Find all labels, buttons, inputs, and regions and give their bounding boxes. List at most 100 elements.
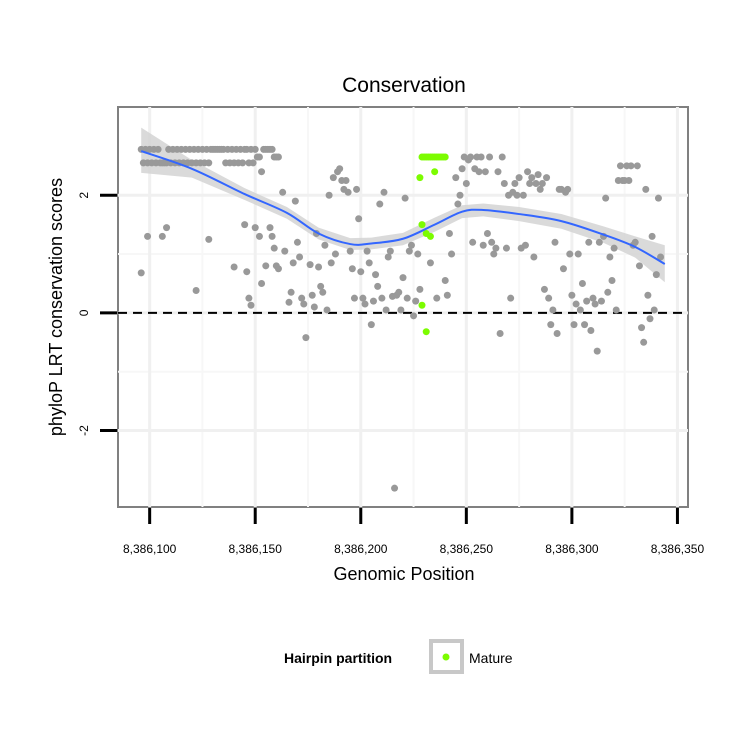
data-point-other	[401, 194, 409, 202]
data-point-other	[270, 244, 278, 252]
data-point-other	[443, 291, 451, 299]
x-tick-label: 8,386,350	[651, 542, 705, 556]
data-point-other	[287, 288, 295, 296]
data-point-other	[251, 224, 259, 232]
data-point-other	[538, 179, 546, 187]
data-point-other	[321, 241, 329, 249]
data-point-other	[306, 261, 314, 269]
data-point-mature	[431, 168, 439, 176]
data-point-other	[475, 168, 483, 176]
points-other	[137, 145, 665, 492]
data-point-other	[293, 238, 301, 246]
data-point-other	[494, 168, 502, 176]
data-point-other	[353, 185, 361, 193]
data-point-other	[359, 294, 367, 302]
data-point-other	[610, 244, 618, 252]
data-point-other	[279, 188, 287, 196]
data-point-other	[530, 253, 538, 261]
data-point-other	[154, 145, 162, 153]
data-point-other	[551, 238, 559, 246]
legend-label-mature: Mature	[469, 650, 513, 666]
data-point-other	[502, 244, 510, 252]
data-point-other	[524, 168, 532, 176]
data-point-other	[344, 188, 352, 196]
data-point-other	[245, 294, 253, 302]
data-point-other	[239, 159, 247, 167]
data-point-other	[534, 171, 542, 179]
data-point-other	[395, 288, 403, 296]
data-point-other	[441, 277, 449, 285]
data-point-other	[616, 162, 624, 170]
data-point-other	[412, 297, 420, 305]
data-point-other	[291, 197, 299, 205]
data-point-other	[327, 259, 335, 267]
data-point-other	[325, 191, 333, 199]
data-point-other	[241, 221, 249, 229]
legend-key-mature	[442, 653, 450, 661]
data-point-other	[608, 277, 616, 285]
data-point-other	[384, 253, 392, 261]
data-point-mature	[416, 174, 424, 182]
data-point-other	[355, 215, 363, 223]
data-point-other	[604, 288, 612, 296]
x-tick-label: 8,386,150	[229, 542, 283, 556]
data-point-other	[407, 241, 415, 249]
data-point-mature	[418, 221, 426, 229]
data-point-other	[331, 250, 339, 258]
data-point-other	[249, 159, 257, 167]
data-point-other	[652, 271, 660, 279]
data-point-other	[564, 185, 572, 193]
data-point-other	[581, 321, 589, 329]
data-point-other	[566, 250, 574, 258]
y-axis-ticks: -2 0 2	[77, 192, 117, 436]
data-point-other	[319, 288, 327, 296]
data-point-other	[386, 247, 394, 255]
x-axis-ticks: 8,386,100 8,386,150 8,386,200 8,386,250 8,38…	[123, 508, 704, 556]
data-point-other	[380, 188, 388, 196]
data-point-other	[365, 259, 373, 267]
data-point-other	[574, 250, 582, 258]
data-point-other	[251, 145, 259, 153]
data-point-other	[247, 301, 255, 309]
data-point-other	[591, 300, 599, 308]
data-point-other	[382, 306, 390, 314]
data-point-other	[576, 306, 584, 314]
data-point-other	[405, 247, 413, 255]
data-point-other	[654, 194, 662, 202]
data-point-other	[255, 153, 263, 161]
y-tick-label: -2	[77, 425, 91, 436]
data-point-other	[361, 300, 369, 308]
data-point-other	[635, 262, 643, 270]
data-point-other	[378, 294, 386, 302]
data-point-other	[372, 271, 380, 279]
data-point-other	[376, 200, 384, 208]
data-point-other	[513, 191, 521, 199]
data-point-other	[483, 229, 491, 237]
major-grid	[118, 107, 688, 507]
points-mature	[416, 153, 449, 336]
data-point-other	[452, 174, 460, 182]
data-point-other	[543, 174, 551, 182]
data-point-other	[374, 282, 382, 290]
data-point-other	[403, 294, 411, 302]
data-point-other	[650, 306, 658, 314]
data-point-other	[477, 153, 485, 161]
data-point-other	[410, 312, 418, 320]
data-point-other	[481, 168, 489, 176]
data-point-other	[553, 329, 561, 337]
data-point-other	[642, 185, 650, 193]
data-point-other	[625, 177, 633, 185]
data-point-other	[627, 162, 635, 170]
data-point-other	[414, 250, 422, 258]
data-point-other	[521, 241, 529, 249]
data-point-other	[274, 153, 282, 161]
smooth-line	[140, 150, 666, 265]
data-point-other	[158, 232, 166, 240]
data-point-other	[633, 162, 641, 170]
y-tick-label: 2	[77, 192, 91, 199]
data-point-other	[602, 194, 610, 202]
data-point-other	[486, 153, 494, 161]
data-point-other	[205, 159, 213, 167]
data-point-other	[587, 327, 595, 335]
